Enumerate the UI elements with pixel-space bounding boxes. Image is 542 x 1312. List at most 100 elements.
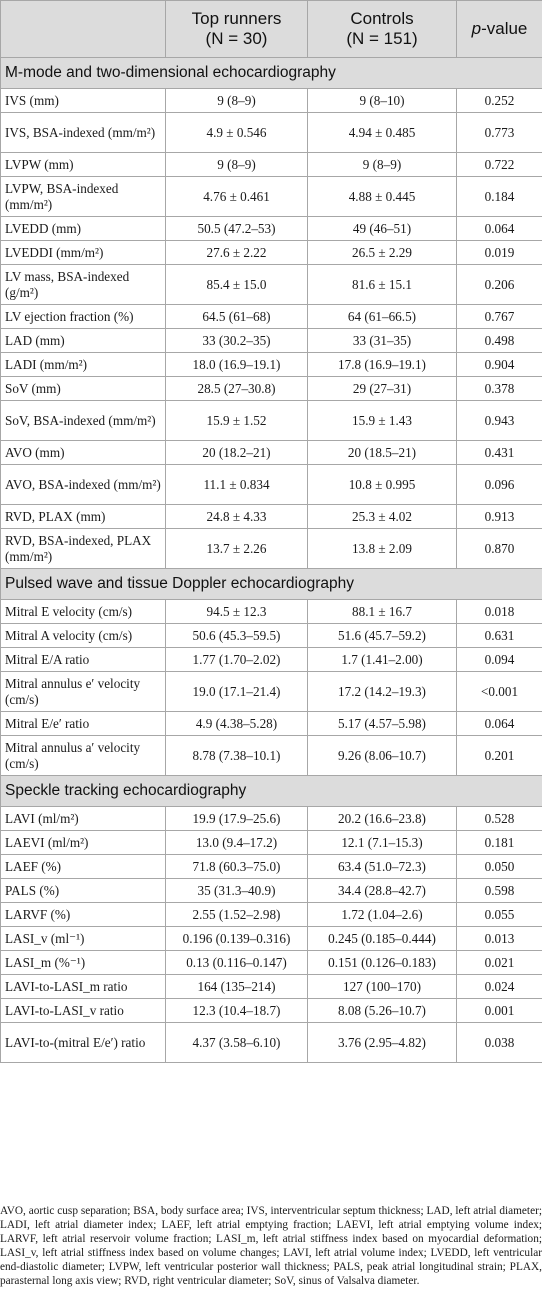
cell-p-value: 0.050	[456, 854, 542, 879]
cell-p-value: 0.631	[456, 623, 542, 648]
cell-p-value: 0.598	[456, 878, 542, 903]
section-title: Speckle tracking echocardiography	[0, 775, 542, 807]
cell-p-value: 0.064	[456, 711, 542, 736]
cell-controls: 15.9 ± 1.43	[307, 400, 457, 441]
table-row: LASI_v (ml⁻¹) 0.196 (0.139–0.316) 0.245 (0…	[0, 926, 542, 951]
cell-p-value: 0.206	[456, 264, 542, 305]
cell-p-value: 0.001	[456, 998, 542, 1023]
row-label: RVD, PLAX (mm)	[0, 504, 166, 529]
row-label: LVEDDI (mm/m²)	[0, 240, 166, 265]
table-row: Mitral annulus e′ velocity (cm/s) 19.0 (1…	[0, 671, 542, 712]
cell-top-runners: 0.13 (0.116–0.147)	[165, 950, 308, 975]
cell-controls: 26.5 ± 2.29	[307, 240, 457, 265]
row-label: LARVF (%)	[0, 902, 166, 927]
cell-p-value: 0.252	[456, 88, 542, 113]
header-p-italic: p	[471, 19, 482, 38]
cell-controls: 13.8 ± 2.09	[307, 528, 457, 569]
cell-top-runners: 20 (18.2–21)	[165, 440, 308, 465]
cell-controls: 17.2 (14.2–19.3)	[307, 671, 457, 712]
cell-controls: 12.1 (7.1–15.3)	[307, 830, 457, 855]
cell-top-runners: 9 (8–9)	[165, 152, 308, 177]
row-label: LVPW (mm)	[0, 152, 166, 177]
header-top-runners-title: Top runners	[191, 9, 282, 28]
table-row: Mitral A velocity (cm/s) 50.6 (45.3–59.5)…	[0, 623, 542, 648]
cell-controls: 51.6 (45.7–59.2)	[307, 623, 457, 648]
cell-p-value: 0.038	[456, 1022, 542, 1063]
cell-controls: 63.4 (51.0–72.3)	[307, 854, 457, 879]
cell-top-runners: 15.9 ± 1.52	[165, 400, 308, 441]
table-row: SoV, BSA-indexed (mm/m²) 15.9 ± 1.52 15.9 …	[0, 400, 542, 441]
cell-top-runners: 64.5 (61–68)	[165, 304, 308, 329]
cell-top-runners: 19.9 (17.9–25.6)	[165, 806, 308, 831]
cell-p-value: 0.943	[456, 400, 542, 441]
cell-controls: 0.151 (0.126–0.183)	[307, 950, 457, 975]
cell-p-value: 0.096	[456, 464, 542, 505]
header-controls-n: (N = 151)	[346, 29, 418, 48]
cell-top-runners: 1.77 (1.70–2.02)	[165, 647, 308, 672]
header-top-runners-n: (N = 30)	[205, 29, 268, 48]
table-row: LVPW, BSA-indexed (mm/m²) 4.76 ± 0.461 4.8…	[0, 176, 542, 217]
cell-top-runners: 18.0 (16.9–19.1)	[165, 352, 308, 377]
table-row: RVD, PLAX (mm) 24.8 ± 4.33 25.3 ± 4.02 0.91…	[0, 504, 542, 529]
table-row: PALS (%) 35 (31.3–40.9) 34.4 (28.8–42.7) 0.…	[0, 878, 542, 903]
table-row: SoV (mm) 28.5 (27–30.8) 29 (27–31) 0.378	[0, 376, 542, 401]
cell-top-runners: 2.55 (1.52–2.98)	[165, 902, 308, 927]
cell-controls: 49 (46–51)	[307, 216, 457, 241]
table-row: AVO (mm) 20 (18.2–21) 20 (18.5–21) 0.431	[0, 440, 542, 465]
cell-top-runners: 19.0 (17.1–21.4)	[165, 671, 308, 712]
cell-p-value: 0.064	[456, 216, 542, 241]
row-label: Mitral annulus e′ velocity (cm/s)	[0, 671, 166, 712]
cell-p-value: 0.904	[456, 352, 542, 377]
row-label: Mitral E/A ratio	[0, 647, 166, 672]
cell-controls: 127 (100–170)	[307, 974, 457, 999]
row-label: AVO, BSA-indexed (mm/m²)	[0, 464, 166, 505]
section-title: M-mode and two-dimensional echocardiogra…	[0, 57, 542, 89]
cell-top-runners: 13.0 (9.4–17.2)	[165, 830, 308, 855]
cell-controls: 5.17 (4.57–5.98)	[307, 711, 457, 736]
results-table: Top runners (N = 30) Controls (N = 151) …	[0, 0, 542, 1063]
row-label: Mitral E velocity (cm/s)	[0, 599, 166, 624]
cell-p-value: 0.184	[456, 176, 542, 217]
table-row: LAD (mm) 33 (30.2–35) 33 (31–35) 0.498	[0, 328, 542, 353]
cell-p-value: 0.767	[456, 304, 542, 329]
row-label: LAEF (%)	[0, 854, 166, 879]
table-row: LV ejection fraction (%) 64.5 (61–68) 64 (…	[0, 304, 542, 329]
cell-controls: 9 (8–9)	[307, 152, 457, 177]
cell-p-value: 0.378	[456, 376, 542, 401]
cell-p-value: 0.773	[456, 112, 542, 153]
table-row: IVS (mm) 9 (8–9) 9 (8–10) 0.252	[0, 88, 542, 113]
cell-p-value: 0.019	[456, 240, 542, 265]
cell-controls: 88.1 ± 16.7	[307, 599, 457, 624]
cell-p-value: 0.870	[456, 528, 542, 569]
table-row: LV mass, BSA-indexed (g/m²) 85.4 ± 15.0 81…	[0, 264, 542, 305]
cell-controls: 9.26 (8.06–10.7)	[307, 735, 457, 776]
cell-controls: 9 (8–10)	[307, 88, 457, 113]
table-row: LADI (mm/m²) 18.0 (16.9–19.1) 17.8 (16.9–1…	[0, 352, 542, 377]
cell-top-runners: 11.1 ± 0.834	[165, 464, 308, 505]
header-controls: Controls (N = 151)	[307, 0, 457, 58]
cell-controls: 3.76 (2.95–4.82)	[307, 1022, 457, 1063]
cell-p-value: 0.528	[456, 806, 542, 831]
table-row: LARVF (%) 2.55 (1.52–2.98) 1.72 (1.04–2.6)…	[0, 902, 542, 927]
cell-top-runners: 85.4 ± 15.0	[165, 264, 308, 305]
section-title: Pulsed wave and tissue Doppler echocardi…	[0, 568, 542, 600]
cell-controls: 0.245 (0.185–0.444)	[307, 926, 457, 951]
table-row: LAEVI (ml/m²) 13.0 (9.4–17.2) 12.1 (7.1–15…	[0, 830, 542, 855]
cell-top-runners: 50.6 (45.3–59.5)	[165, 623, 308, 648]
table-body: M-mode and two-dimensional echocardiogra…	[0, 57, 542, 1063]
row-label: LAVI (ml/m²)	[0, 806, 166, 831]
cell-p-value: 0.431	[456, 440, 542, 465]
row-label: Mitral annulus a′ velocity (cm/s)	[0, 735, 166, 776]
cell-top-runners: 28.5 (27–30.8)	[165, 376, 308, 401]
cell-top-runners: 27.6 ± 2.22	[165, 240, 308, 265]
row-label: LV mass, BSA-indexed (g/m²)	[0, 264, 166, 305]
table-row: LVEDD (mm) 50.5 (47.2–53) 49 (46–51) 0.064	[0, 216, 542, 241]
row-label: LADI (mm/m²)	[0, 352, 166, 377]
cell-top-runners: 94.5 ± 12.3	[165, 599, 308, 624]
row-label: IVS, BSA-indexed (mm/m²)	[0, 112, 166, 153]
row-label: PALS (%)	[0, 878, 166, 903]
cell-controls: 1.7 (1.41–2.00)	[307, 647, 457, 672]
header-controls-title: Controls	[350, 9, 414, 28]
cell-top-runners: 8.78 (7.38–10.1)	[165, 735, 308, 776]
